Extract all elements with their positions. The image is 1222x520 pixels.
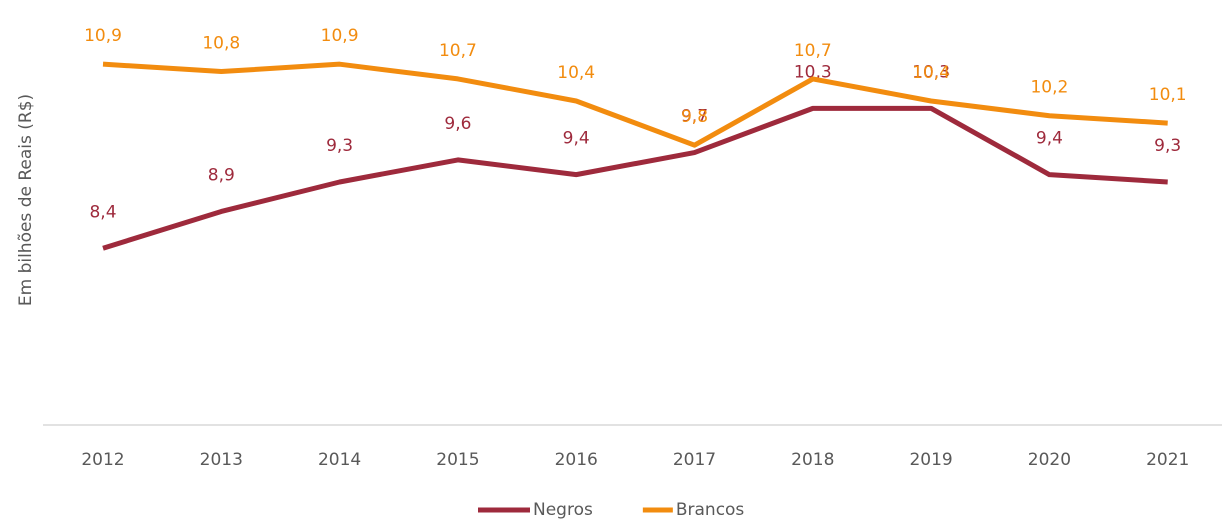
x-tick-label: 2019: [909, 450, 952, 470]
x-tick-label: 2013: [200, 450, 243, 470]
data-label: 9,4: [1036, 129, 1063, 149]
data-label: 9,4: [563, 129, 590, 149]
data-label: 9,8: [681, 107, 708, 127]
x-tick-label: 2018: [791, 450, 834, 470]
x-tick-label: 2017: [673, 450, 716, 470]
series-line: [102, 61, 1168, 148]
y-axis-title: Em bilhões de Reais (R$): [16, 94, 36, 306]
x-tick-label: 2021: [1146, 450, 1189, 470]
data-label: 10,9: [321, 26, 359, 46]
data-label: 8,4: [89, 202, 116, 222]
x-tick-label: 2015: [436, 450, 479, 470]
data-label: 9,3: [326, 136, 353, 156]
x-tick-label: 2016: [555, 450, 598, 470]
data-label: 10,1: [1149, 85, 1187, 105]
data-label: 10,8: [202, 34, 240, 54]
legend-label: Negros: [533, 500, 593, 520]
data-label: 9,6: [444, 114, 471, 134]
data-label: 10,3: [794, 62, 832, 82]
x-tick-label: 2012: [81, 450, 124, 470]
data-label: 10,4: [912, 63, 950, 83]
legend-label: Brancos: [676, 500, 745, 520]
data-label: 10,3: [912, 62, 950, 82]
x-tick-label: 2020: [1028, 450, 1071, 470]
data-label: 9,7: [681, 107, 708, 127]
series-line: [102, 105, 1168, 251]
data-label: 10,2: [1030, 78, 1068, 98]
data-label: 10,7: [439, 41, 477, 61]
data-label: 10,4: [557, 63, 595, 83]
data-label: 8,9: [208, 165, 235, 185]
data-label: 10,7: [794, 41, 832, 61]
x-tick-label: 2014: [318, 450, 361, 470]
data-label: 9,3: [1154, 136, 1181, 156]
data-label: 10,9: [84, 26, 122, 46]
